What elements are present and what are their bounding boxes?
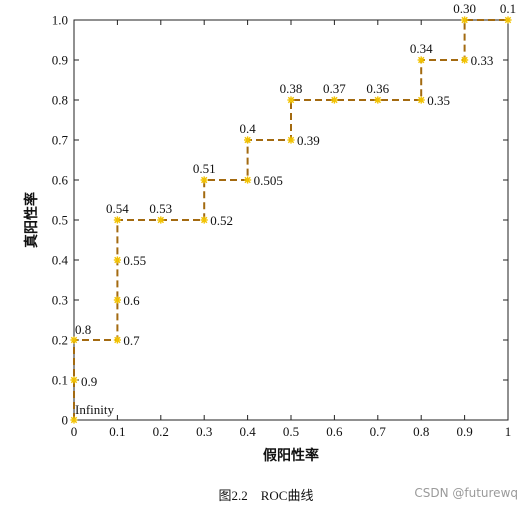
roc-point-label: 0.1 <box>500 1 516 16</box>
roc-point-marker <box>113 256 121 264</box>
y-tick-label: 0.5 <box>52 213 68 228</box>
roc-chart-svg: 0 0.1 0.2 0.3 0.4 0.5 0.6 0.7 0.8 0.9 100.10.20.30… <box>23 1 516 464</box>
x-tick-label: 0.5 <box>283 424 299 439</box>
x-tick-label: 0.6 <box>326 424 343 439</box>
roc-point-label: 0.34 <box>410 41 433 56</box>
roc-point-label: Infinity <box>75 402 114 417</box>
roc-point-marker <box>417 96 425 104</box>
x-tick-label: 1 <box>505 424 512 439</box>
y-tick-label: 0.6 <box>52 173 69 188</box>
roc-point-label: 0.6 <box>123 293 140 308</box>
roc-point-label: 0.35 <box>427 93 450 108</box>
x-tick-label: 0.2 <box>153 424 169 439</box>
roc-point-label: 0.8 <box>75 322 91 337</box>
roc-point-label: 0.4 <box>239 121 256 136</box>
x-tick-label: 0.4 <box>239 424 256 439</box>
roc-point-marker <box>461 16 469 24</box>
roc-point-label: 0.55 <box>123 253 146 268</box>
roc-point-marker <box>113 216 121 224</box>
roc-point-marker <box>244 176 252 184</box>
roc-point-marker <box>374 96 382 104</box>
y-tick-label: 0.9 <box>52 53 68 68</box>
roc-point-marker <box>244 136 252 144</box>
roc-point-label: 0.52 <box>210 213 233 228</box>
roc-point-marker <box>287 96 295 104</box>
y-tick-label: 0.4 <box>52 253 69 268</box>
roc-point-marker <box>113 296 121 304</box>
roc-point-marker <box>330 96 338 104</box>
roc-point-marker <box>287 136 295 144</box>
roc-point-marker <box>70 336 78 344</box>
roc-point-label: 0.7 <box>123 333 140 348</box>
x-axis-title: 假阳性率 <box>263 447 319 464</box>
y-tick-label: 0.2 <box>52 333 68 348</box>
roc-point-marker <box>200 216 208 224</box>
roc-point-label: 0.33 <box>471 53 494 68</box>
y-axis-title: 真阳性率 <box>23 192 40 248</box>
figure-caption: 图2.2 ROC曲线 <box>218 488 314 503</box>
roc-point-marker <box>461 56 469 64</box>
x-tick-label: 0.7 <box>370 424 387 439</box>
roc-point-label: 0.38 <box>280 81 303 96</box>
y-tick-label: 0 <box>62 413 69 428</box>
x-tick-label: 0.8 <box>413 424 429 439</box>
x-tick-label: 0.1 <box>109 424 125 439</box>
x-tick-label: 0.3 <box>196 424 212 439</box>
roc-point-label: 0.505 <box>254 173 283 188</box>
roc-point-marker <box>70 376 78 384</box>
roc-point-label: 0.51 <box>193 161 216 176</box>
y-tick-label: 1.0 <box>52 13 68 28</box>
roc-point-label: 0.54 <box>106 201 129 216</box>
roc-point-marker <box>70 416 78 424</box>
roc-point-marker <box>417 56 425 64</box>
roc-point-marker <box>504 16 512 24</box>
roc-point-label: 0.37 <box>323 81 346 96</box>
watermark: CSDN @futurewq <box>414 486 518 500</box>
roc-point-label: 0.36 <box>366 81 389 96</box>
x-tick-label: 0 <box>71 424 78 439</box>
x-tick-label: 0.9 <box>456 424 472 439</box>
y-tick-label: 0.7 <box>52 133 69 148</box>
roc-point-marker <box>113 336 121 344</box>
roc-point-marker <box>157 216 165 224</box>
y-tick-label: 0.3 <box>52 293 68 308</box>
roc-point-label: 0.9 <box>81 374 97 389</box>
roc-point-label: 0.30 <box>453 1 476 16</box>
y-tick-label: 0.1 <box>52 373 68 388</box>
roc-point-label: 0.53 <box>149 201 172 216</box>
y-tick-label: 0.8 <box>52 93 68 108</box>
roc-point-marker <box>200 176 208 184</box>
roc-curve-line <box>73 19 508 420</box>
roc-point-label: 0.39 <box>297 133 320 148</box>
